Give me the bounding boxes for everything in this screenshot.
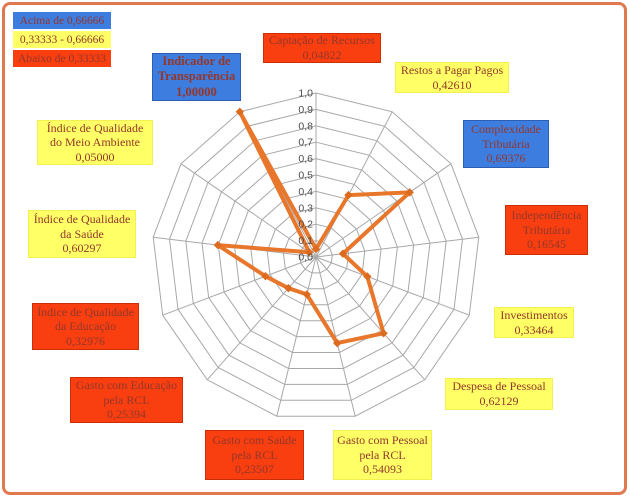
label-indice-de-qualidade-do-meio-ambiente: Índice de Qualidade do Meio Ambiente 0,0… — [37, 120, 153, 165]
label-gasto-com-educacao-pela-rcl: Gasto com Educação pela RCL 0,25394 — [70, 377, 183, 423]
label-investimentos: Investimentos 0,33464 — [494, 307, 574, 338]
label-gasto-com-saude-pela-rcl: Gasto com Saúde pela RCL 0,23507 — [205, 430, 304, 480]
svg-text:0,9: 0,9 — [298, 104, 313, 116]
label-restos-a-pagar-pagos: Restos a Pagar Pagos 0,42610 — [395, 62, 509, 93]
svg-text:0,4: 0,4 — [298, 186, 313, 198]
label-indice-de-qualidade-da-saude: Índice de Qualidade da Saúde 0,60297 — [28, 210, 136, 258]
svg-text:0,5: 0,5 — [298, 170, 313, 182]
label-indicador-de-transparencia: Indicador de Transparência 1,00000 — [152, 53, 241, 101]
legend-item-below: Abaixo de 0,33333 — [13, 50, 111, 67]
svg-text:0,0: 0,0 — [298, 252, 313, 264]
label-independencia-tributaria: Independência Tributária 0,16545 — [505, 205, 588, 255]
svg-text:0,2: 0,2 — [298, 219, 313, 231]
legend: Acima de 0,66666 0,33333 - 0,66666 Abaix… — [13, 12, 111, 69]
label-despesa-de-pessoal: Despesa de Pessoal 0,62129 — [445, 378, 553, 410]
svg-text:0,3: 0,3 — [298, 202, 313, 214]
legend-item-middle: 0,33333 - 0,66666 — [13, 31, 111, 48]
label-gasto-com-pessoal-pela-rcl: Gasto com Pessoal pela RCL 0,54093 — [333, 430, 432, 480]
svg-text:0,1: 0,1 — [298, 235, 313, 247]
label-complexidade-tributaria: Complexidade Tributária 0,69376 — [463, 120, 549, 168]
svg-text:0,8: 0,8 — [298, 120, 313, 132]
svg-text:0,6: 0,6 — [298, 153, 313, 165]
svg-text:0,7: 0,7 — [298, 137, 313, 149]
legend-item-above: Acima de 0,66666 — [13, 12, 111, 29]
label-indice-de-qualidade-da-educacao: Índice de Qualidade da Educação 0,32976 — [32, 303, 139, 350]
svg-text:1,0: 1,0 — [298, 88, 313, 100]
label-captacao-de-recursos: Captação de Recursos 0,04822 — [263, 33, 381, 63]
